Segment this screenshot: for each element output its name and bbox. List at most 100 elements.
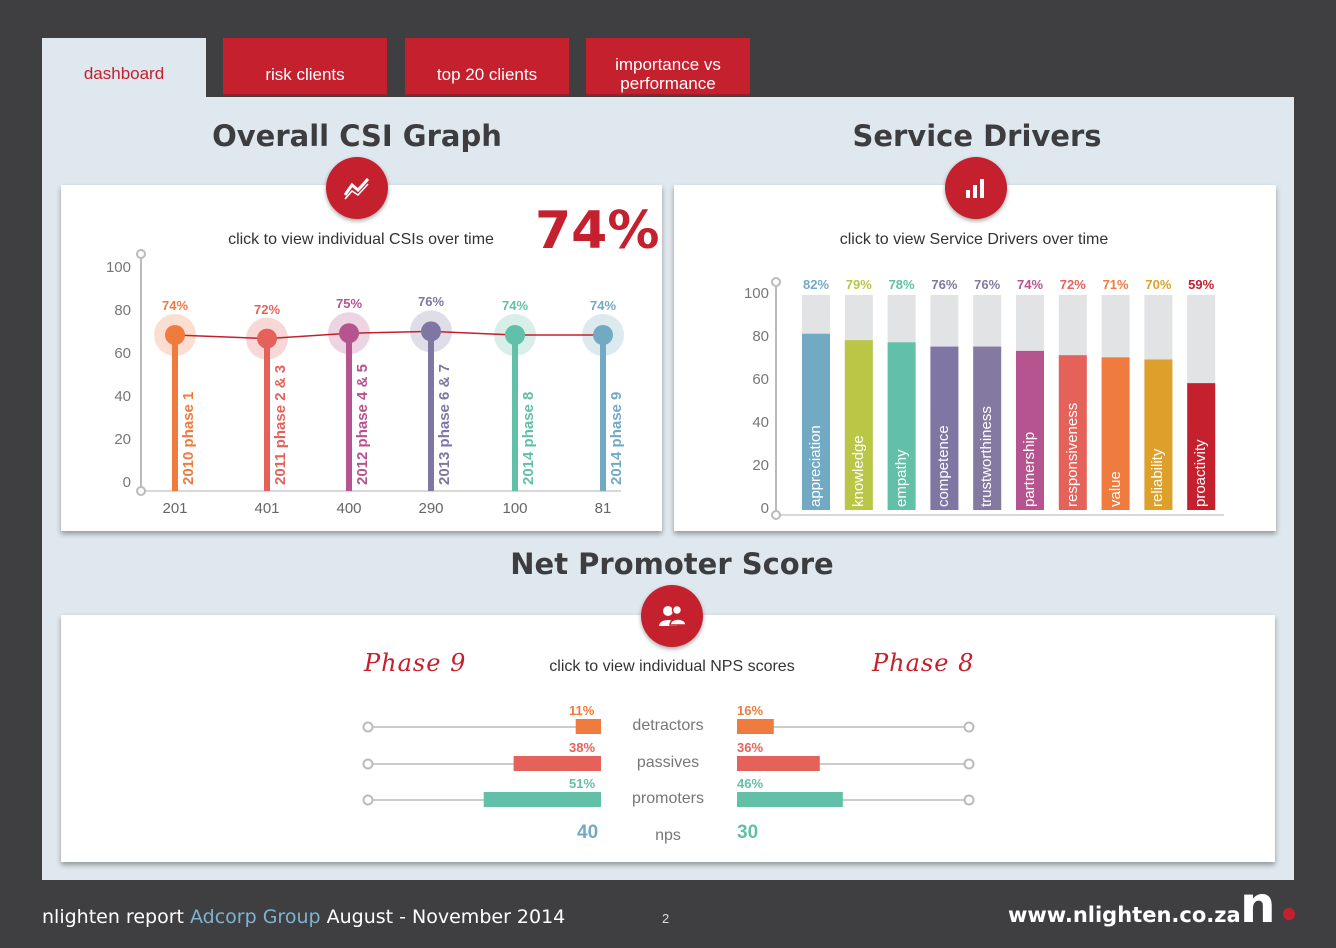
nps-track-cap-left — [362, 794, 374, 806]
csi-axis-cap-top — [136, 249, 146, 259]
nps-left-pct: 38% — [569, 740, 596, 755]
nps-bar-left — [483, 792, 601, 807]
users-icon — [659, 604, 687, 626]
driver-pct: 59% — [1188, 277, 1215, 292]
csi-sample-count: 290 — [418, 500, 444, 517]
csi-point-pct: 76% — [417, 294, 445, 310]
driver-label: partnership — [1021, 431, 1038, 507]
drivers-y-tick: 100 — [743, 285, 769, 302]
drivers-y-tick: 20 — [752, 457, 769, 474]
phase-8-label: Phase 8 — [872, 649, 975, 677]
csi-sample-count: 401 — [254, 500, 280, 517]
csi-phase-label: 2012 phase 4 & 5 — [354, 364, 371, 485]
driver-bar — [930, 346, 959, 510]
footer-report-info: nlighten report Adcorp Group August - No… — [42, 906, 565, 928]
nps-bar-left — [513, 756, 601, 771]
csi-trend-line — [174, 330, 603, 340]
nps-right-pct: 46% — [737, 776, 764, 791]
tab-top-20-clients[interactable]: top 20 clients — [405, 38, 569, 96]
csi-y-tick: 60 — [114, 345, 131, 362]
csi-axis-cap-bottom — [136, 486, 146, 496]
drivers-card[interactable]: click to view Service Drivers over time … — [674, 185, 1276, 531]
footer-url[interactable]: www.nlighten.co.za — [1008, 903, 1241, 927]
csi-sample-count: 81 — [594, 500, 612, 517]
tab-importance-vs-performance[interactable]: importance vs performance — [586, 38, 750, 96]
nps-bar-left — [575, 719, 601, 734]
nps-bar-right — [737, 756, 820, 771]
nps-right-pct: 36% — [737, 740, 764, 755]
drivers-chart — [771, 277, 1224, 520]
nlighten-logo: n — [1240, 876, 1276, 934]
tab-risk-clients[interactable]: risk clients — [223, 38, 387, 96]
csi-card[interactable]: click to view individual CSIs over time … — [61, 185, 662, 531]
csi-phase-label: 2013 phase 6 & 7 — [436, 364, 453, 485]
nps-row-label: detractors — [632, 717, 704, 734]
driver-pct: 71% — [1102, 277, 1129, 292]
driver-label: competence — [935, 425, 953, 507]
csi-stem — [346, 333, 352, 491]
bar-chart-icon — [966, 179, 984, 198]
driver-pct: 70% — [1145, 277, 1172, 292]
nps-row-label: passives — [636, 754, 700, 771]
csi-stem — [600, 335, 606, 491]
csi-point — [421, 321, 441, 342]
driver-label: proactivity — [1192, 439, 1210, 507]
driver-label: value — [1106, 471, 1124, 507]
nps-score-label: nps — [655, 827, 681, 844]
driver-bar — [844, 340, 873, 510]
nps-row-label: promoters — [631, 790, 705, 807]
driver-bar — [1187, 383, 1216, 510]
nps-badge — [641, 585, 703, 647]
driver-label: appreciation — [807, 425, 824, 507]
driver-label: knowledge — [849, 435, 867, 507]
driver-pct: 76% — [974, 277, 1001, 292]
driver-label: empathy — [892, 449, 910, 507]
csi-y-tick: 40 — [114, 388, 131, 405]
driver-pct: 79% — [845, 277, 872, 292]
csi-caption[interactable]: click to view individual CSIs over time — [228, 231, 494, 248]
nps-right-score: 30 — [737, 822, 759, 843]
nps-left-pct: 51% — [569, 776, 596, 791]
csi-sample-count: 100 — [502, 500, 528, 517]
nps-track-cap-right — [963, 794, 975, 806]
driver-bar — [802, 333, 830, 510]
csi-stem — [264, 338, 270, 491]
nps-bar-right — [737, 792, 843, 807]
nps-chart — [362, 719, 975, 807]
drivers-axis-cap-bottom — [771, 510, 781, 520]
drivers-y-tick: 60 — [752, 371, 769, 388]
nps-track-cap-right — [963, 758, 975, 770]
drivers-caption[interactable]: click to view Service Drivers over time — [839, 231, 1109, 248]
csi-chart — [136, 249, 624, 496]
driver-label: reliability — [1149, 448, 1167, 507]
trend-line-icon — [343, 177, 370, 200]
csi-phase-label: 2011 phase 2 & 3 — [272, 364, 289, 485]
drivers-y-tick: 0 — [760, 500, 769, 517]
tab-dashboard[interactable]: dashboard — [42, 38, 206, 98]
nps-caption[interactable]: click to view individual NPS scores — [549, 658, 795, 675]
drivers-badge — [945, 157, 1007, 219]
csi-y-tick: 20 — [114, 431, 131, 448]
nps-bar-right — [737, 719, 774, 734]
csi-point — [257, 328, 277, 349]
driver-bar — [973, 346, 1002, 510]
drivers-y-tick: 80 — [752, 328, 769, 345]
csi-badge — [326, 157, 388, 219]
phase-9-label: Phase 9 — [364, 649, 467, 677]
nps-card[interactable]: click to view individual NPS scores Phas… — [61, 615, 1275, 862]
csi-stem — [428, 331, 434, 491]
driver-bar — [1058, 355, 1087, 510]
csi-point — [165, 325, 185, 345]
driver-pct: 82% — [802, 277, 830, 292]
csi-sample-count: 201 — [162, 500, 188, 517]
csi-point-pct: 74% — [501, 298, 529, 313]
driver-bar — [887, 342, 916, 510]
drivers-axis-cap-top — [771, 277, 781, 287]
csi-point-pct: 75% — [335, 296, 363, 312]
driver-pct: 72% — [1059, 277, 1086, 292]
nps-left-pct: 11% — [569, 703, 595, 718]
footer-prefix: nlighten report — [42, 906, 184, 928]
csi-y-tick: 80 — [114, 302, 131, 319]
csi-y-tick: 100 — [105, 259, 131, 276]
footer-period: August - November 2014 — [326, 906, 566, 928]
